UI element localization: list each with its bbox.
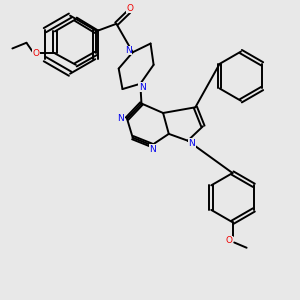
Text: N: N (139, 83, 145, 92)
Text: N: N (118, 114, 124, 123)
Text: O: O (32, 49, 39, 58)
Text: N: N (149, 145, 156, 154)
Text: N: N (125, 46, 132, 55)
Text: N: N (188, 139, 195, 148)
Text: O: O (126, 4, 133, 13)
Text: O: O (226, 236, 232, 245)
